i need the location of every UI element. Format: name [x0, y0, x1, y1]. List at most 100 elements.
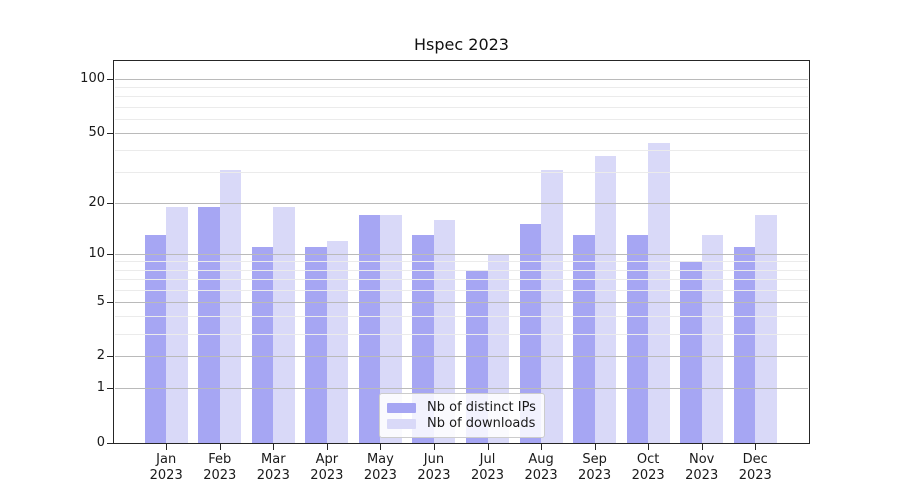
x-tick-label-month: May	[366, 452, 394, 467]
x-tick-label-year: 2023	[417, 467, 451, 483]
bar-nb-of-downloads-jan	[166, 206, 188, 443]
gridline-major-10	[115, 253, 808, 255]
bar-nb-of-downloads-jun	[433, 219, 456, 443]
x-tick-label-jun: Jun 2023	[404, 452, 464, 486]
gridline-minor-90	[115, 87, 808, 89]
x-tick-mar	[273, 444, 275, 450]
x-tick-label-month: Feb	[208, 452, 232, 467]
x-tick-label-month: Sep	[582, 452, 607, 467]
gridline-major-20	[115, 202, 808, 204]
x-tick-label-year: 2023	[256, 467, 290, 483]
x-tick-label-oct: Oct 2023	[618, 452, 678, 486]
y-tick-label-1: 1	[96, 380, 105, 396]
y-tick-10	[107, 253, 114, 255]
x-tick-jul	[487, 444, 489, 450]
x-tick-label-year: 2023	[470, 467, 505, 483]
gridline-major-5	[115, 301, 808, 303]
bar-nb-of-distinct-ips-feb	[198, 206, 220, 443]
y-tick-label-5: 5	[96, 293, 105, 309]
legend-label-nb-of-distinct-ips: Nb of distinct IPs	[427, 400, 536, 415]
gridline-major-2	[115, 356, 808, 358]
bar-nb-of-downloads-apr	[326, 240, 349, 443]
legend-swatch-nb-of-distinct-ips	[387, 403, 416, 413]
x-tick-label-jan: Jan 2023	[136, 452, 196, 486]
y-tick-label-100: 100	[80, 70, 105, 86]
x-tick-apr	[326, 444, 328, 450]
bar-nb-of-downloads-sep	[594, 156, 617, 443]
y-tick-50	[107, 132, 114, 134]
x-tick-label-month: Apr	[315, 452, 339, 467]
bar-nb-of-distinct-ips-oct	[626, 234, 649, 443]
legend-entry-nb-of-distinct-ips: Nb of distinct IPs	[387, 400, 536, 416]
gridline-minor-30	[115, 172, 808, 174]
gridline-major-1	[115, 388, 808, 390]
x-tick-label-year: 2023	[363, 467, 397, 483]
x-tick-sep	[594, 444, 596, 450]
gridline-minor-9	[115, 261, 808, 263]
x-tick-dec	[755, 444, 757, 450]
x-tick-label-month: Dec	[742, 452, 768, 467]
y-tick-1	[107, 388, 114, 390]
x-tick-jun	[433, 444, 435, 450]
bar-nb-of-downloads-feb	[219, 169, 242, 443]
x-tick-feb	[219, 444, 221, 450]
bar-nb-of-distinct-ips-mar	[251, 246, 274, 443]
x-tick-label-mar: Mar 2023	[243, 452, 303, 486]
bar-nb-of-downloads-aug	[541, 169, 563, 443]
x-tick-label-sep: Sep 2023	[565, 452, 625, 486]
x-tick-label-month: Aug	[528, 452, 554, 467]
gridline-minor-70	[115, 106, 808, 108]
y-tick-label-0: 0	[96, 435, 105, 450]
x-tick-label-nov: Nov 2023	[672, 452, 732, 486]
y-tick-label-50: 50	[88, 124, 105, 140]
x-tick-nov	[701, 444, 703, 450]
x-tick-label-month: Nov	[689, 452, 715, 467]
gridline-minor-8	[115, 269, 808, 271]
x-tick-label-year: 2023	[149, 467, 183, 483]
x-tick-label-apr: Apr 2023	[297, 452, 357, 486]
legend-swatch-nb-of-downloads	[387, 419, 416, 429]
gridline-major-100	[115, 78, 808, 80]
gridline-minor-60	[115, 118, 808, 120]
gridline-minor-3	[115, 333, 808, 335]
bar-nb-of-distinct-ips-sep	[573, 234, 595, 443]
x-tick-may	[380, 444, 382, 450]
bar-nb-of-distinct-ips-nov	[680, 261, 702, 443]
x-tick-label-month: Oct	[636, 452, 660, 467]
gridline-minor-4	[115, 316, 808, 318]
x-tick-label-year: 2023	[738, 467, 772, 483]
bar-nb-of-downloads-mar	[273, 206, 295, 443]
legend-label-nb-of-downloads: Nb of downloads	[427, 416, 536, 431]
bar-nb-of-downloads-may	[380, 215, 402, 443]
gridline-minor-40	[115, 150, 808, 152]
x-tick-label-year: 2023	[631, 467, 665, 483]
y-tick-label-20: 20	[88, 194, 105, 210]
bar-nb-of-downloads-dec	[755, 215, 777, 443]
x-tick-label-dec: Dec 2023	[725, 452, 785, 486]
x-tick-label-jul: Jul 2023	[458, 452, 518, 486]
x-tick-label-aug: Aug 2023	[511, 452, 571, 486]
gridline-major-50	[115, 132, 808, 134]
gridline-minor-7	[115, 278, 808, 280]
y-tick-2	[107, 356, 114, 358]
x-tick-aug	[541, 444, 543, 450]
y-tick-100	[107, 78, 114, 80]
x-tick-label-year: 2023	[524, 467, 558, 483]
y-tick-label-2: 2	[96, 348, 105, 364]
x-tick-label-month: Jun	[423, 452, 445, 467]
x-tick-label-year: 2023	[310, 467, 344, 483]
bar-nb-of-distinct-ips-apr	[305, 246, 327, 443]
y-tick-20	[107, 202, 114, 204]
x-tick-label-month: Jan	[156, 452, 177, 467]
gridline-minor-6	[115, 289, 808, 291]
bar-nb-of-distinct-ips-dec	[733, 246, 756, 443]
x-tick-label-may: May 2023	[350, 452, 410, 486]
x-tick-label-year: 2023	[685, 467, 719, 483]
x-tick-label-year: 2023	[578, 467, 612, 483]
x-tick-label-month: Jul	[479, 452, 496, 467]
y-tick-0	[107, 443, 114, 444]
bar-nb-of-distinct-ips-may	[358, 215, 381, 443]
legend-entry-nb-of-downloads: Nb of downloads	[387, 416, 536, 432]
y-tick-5	[107, 301, 114, 303]
